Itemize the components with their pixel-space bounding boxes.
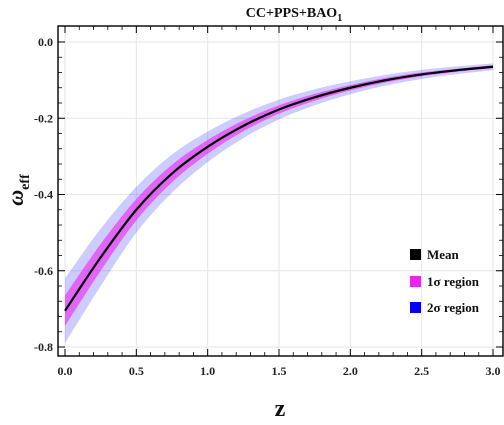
- legend-swatch-2: [410, 302, 421, 313]
- mean-line: [64, 65, 494, 312]
- legend-swatch-0: [410, 249, 421, 260]
- chart-title-subscript: 1: [337, 13, 342, 24]
- x-tick-label-3: 1.5: [272, 364, 287, 378]
- plot-frame: [57, 25, 504, 357]
- x-tick-label-6: 3.0: [486, 364, 501, 378]
- x-tick-label-1: 0.5: [129, 364, 144, 378]
- y-ticks: 0.0 -0.2 -0.4 -0.6 -0.8: [34, 35, 503, 354]
- y-tick-label-1: -0.2: [34, 111, 53, 125]
- legend: Mean 1σ region 2σ region: [410, 247, 480, 315]
- x-tick-label-0: 0.0: [58, 364, 73, 378]
- legend-label-1: 1σ region: [427, 274, 480, 289]
- x-ticks: 0.0 0.5 1.0 1.5 2.0 2.5 3.0: [58, 26, 501, 378]
- mean-line-layer: [64, 65, 494, 312]
- x-axis-label: z: [275, 396, 286, 422]
- x-tick-label-2: 1.0: [200, 364, 215, 378]
- chart-title-main: CC+PPS+BAO: [246, 6, 338, 21]
- chart-title: CC+PPS+BAO1: [246, 6, 342, 24]
- one-sigma-region: [65, 65, 493, 327]
- legend-label-2: 2σ region: [427, 300, 480, 315]
- y-tick-label-4: -0.8: [34, 340, 53, 354]
- legend-label-0: Mean: [427, 247, 460, 262]
- y-tick-label-0: 0.0: [38, 35, 53, 49]
- x-tick-label-5: 2.5: [414, 364, 429, 378]
- y-tick-label-3: -0.6: [34, 264, 53, 278]
- y-axis-label: ωeff: [3, 174, 33, 206]
- one-sigma-band-layer: [65, 65, 493, 327]
- y-axis-label-main: ω: [3, 190, 28, 206]
- legend-swatch-1: [410, 276, 421, 287]
- y-axis-label-subscript: eff: [18, 174, 33, 190]
- x-tick-label-4: 2.0: [343, 364, 358, 378]
- y-tick-label-2: -0.4: [34, 188, 53, 202]
- grid-layer: [58, 26, 503, 356]
